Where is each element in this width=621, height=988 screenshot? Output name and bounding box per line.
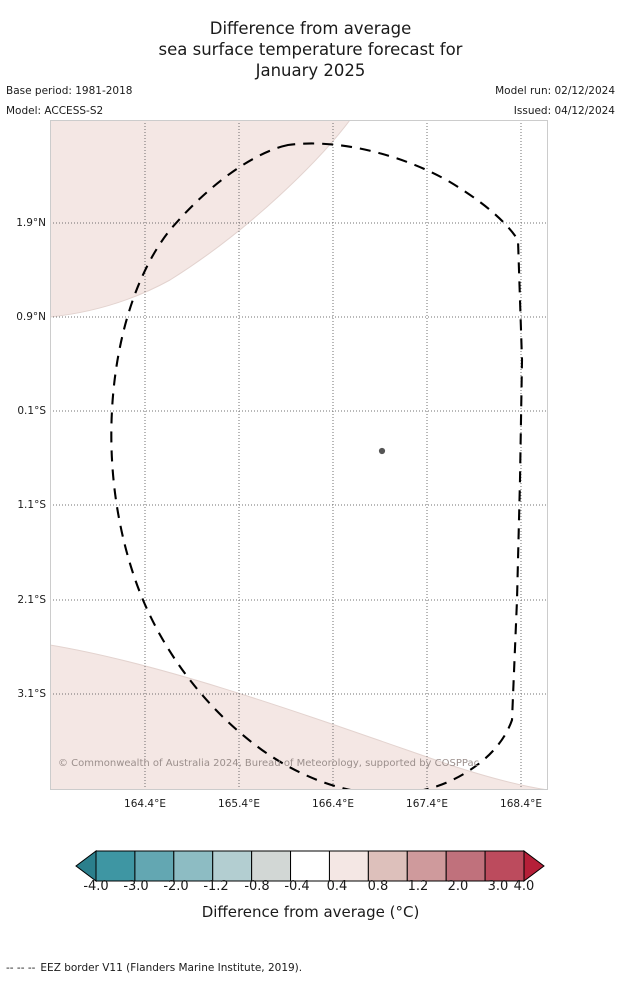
colorbar-tick-11: 3.0: [487, 879, 509, 894]
colorbar-segment-group: [75, 850, 545, 882]
x-tick-label-2: 165.4°E: [218, 798, 260, 810]
y-tick-label-5: 2.1°S: [17, 594, 46, 606]
map-plot-area: © Commonwealth of Australia 2024, Bureau…: [50, 120, 548, 790]
colorbar-high-arrow: [523, 850, 545, 882]
y-tick-label-4: 1.1°S: [17, 499, 46, 511]
x-tick-label-4: 167.4°E: [406, 798, 448, 810]
title-line-2: sea surface temperature forecast for: [158, 40, 463, 59]
title-line-1: Difference from average: [209, 19, 412, 38]
colorbar-segment: [173, 850, 214, 882]
colorbar-segment: [212, 850, 253, 882]
issued-label: Issued: 04/12/2024: [513, 105, 615, 117]
colorbar-tick-12: 4.0: [513, 879, 535, 894]
sst-anomaly-map: [50, 120, 548, 790]
eez-border-path: [110, 142, 524, 790]
title-line-3: January 2025: [255, 61, 366, 80]
colorbar: [0, 843, 621, 943]
colorbar-segment: [95, 850, 136, 882]
colorbar-segment: [290, 850, 330, 882]
colorbar-segment: [406, 850, 447, 882]
map-gridlines: [50, 120, 548, 790]
colorbar-tick-4: -1.2: [203, 879, 229, 894]
colorbar-tick-5: -0.8: [244, 879, 270, 894]
colorbar-tick-9: 1.2: [407, 879, 429, 894]
colorbar-tick-8: 0.8: [367, 879, 389, 894]
colorbar-tick-2: -3.0: [123, 879, 149, 894]
colorbar-tick-10: 2.0: [447, 879, 469, 894]
colorbar-tick-1: -4.0: [83, 879, 109, 894]
region-southern-warm-band: [50, 645, 548, 790]
colorbar-segment: [367, 850, 408, 882]
region-southern-warm-band-edge: [50, 644, 548, 790]
colorbar-segment: [445, 850, 486, 882]
colorbar-segment: [251, 850, 292, 882]
y-tick-label-6: 3.1°S: [17, 688, 46, 700]
colorbar-swatches: [75, 850, 545, 882]
colorbar-segment: [484, 850, 525, 882]
base-period-label: Base period: 1981-2018: [6, 85, 133, 97]
eez-legend-text: EEZ border V11 (Flanders Marine Institut…: [40, 962, 303, 974]
region-northwest-warm-patch-edge: [50, 120, 351, 318]
x-tick-label-3: 166.4°E: [312, 798, 354, 810]
colorbar-tick-6: -0.4: [284, 879, 310, 894]
colorbar-segment: [328, 850, 369, 882]
y-tick-label-1: 1.9°N: [16, 217, 46, 229]
colorbar-low-arrow: [75, 850, 97, 882]
legend-footer: -- -- -- EEZ border V11 (Flanders Marine…: [6, 962, 302, 974]
y-tick-label-2: 0.9°N: [16, 311, 46, 323]
page-title: Difference from average sea surface temp…: [0, 18, 621, 81]
island-dot-icon: [378, 447, 386, 455]
colorbar-segment: [134, 850, 175, 882]
x-tick-label-5: 168.4°E: [500, 798, 542, 810]
model-label: Model: ACCESS-S2: [6, 105, 104, 117]
colorbar-title: Difference from average (°C): [201, 903, 420, 921]
colorbar-tick-7: 0.4: [326, 879, 348, 894]
eez-dash-sample-icon: -- -- --: [6, 962, 36, 974]
x-tick-label-1: 164.4°E: [124, 798, 166, 810]
region-northwest-warm-patch: [50, 120, 350, 317]
y-tick-label-3: 0.1°S: [17, 405, 46, 417]
colorbar-tick-3: -2.0: [163, 879, 189, 894]
model-run-label: Model run: 02/12/2024: [495, 85, 615, 97]
map-frame-border: [50, 120, 548, 790]
